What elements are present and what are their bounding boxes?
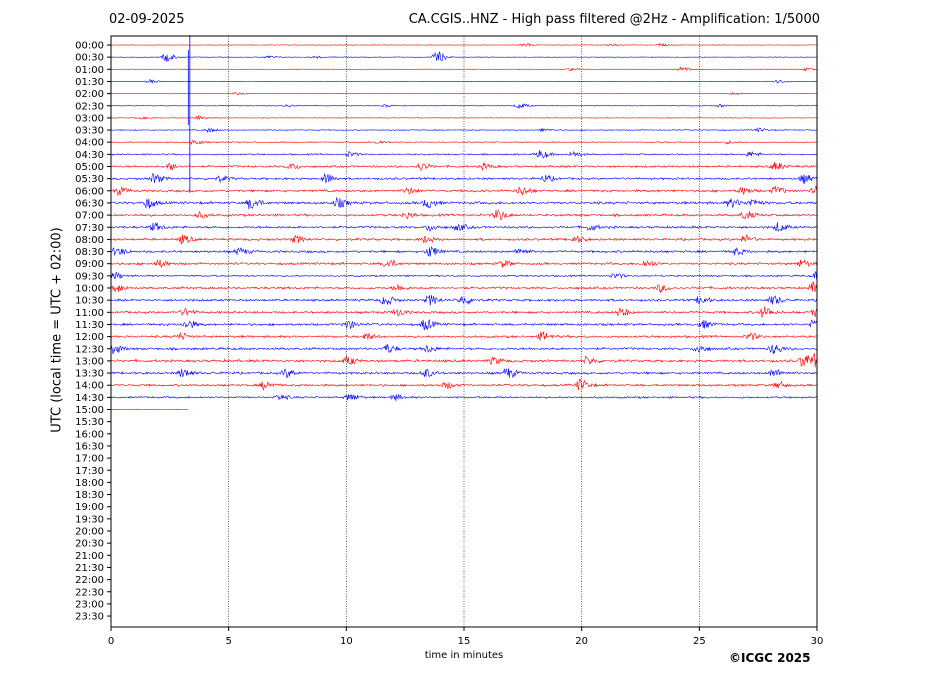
y-tick-label: 01:00 [75, 65, 104, 76]
y-tick-label: 08:00 [75, 235, 104, 246]
y-tick-label: 18:00 [75, 478, 104, 489]
y-tick-label: 17:30 [75, 466, 104, 477]
y-tick-label: 21:00 [75, 551, 104, 562]
grid-layer [228, 36, 700, 627]
y-tick-label: 23:00 [75, 599, 104, 610]
y-tick-label: 18:30 [75, 490, 104, 501]
y-tick-label: 22:00 [75, 575, 104, 586]
y-tick-label: 08:30 [75, 247, 104, 258]
y-tick-label: 13:30 [75, 369, 104, 380]
x-tick-label: 25 [693, 636, 706, 647]
y-tick-label: 02:00 [75, 89, 104, 100]
y-tick-label: 04:00 [75, 138, 104, 149]
y-tick-label: 06:30 [75, 198, 104, 209]
y-tick-label: 10:00 [75, 284, 104, 295]
chart-title: CA.CGIS..HNZ - High pass filtered @2Hz -… [408, 12, 820, 27]
x-tick-label: 30 [811, 636, 824, 647]
trace-0700 [110, 209, 817, 221]
x-axis-label: time in minutes [424, 650, 504, 661]
trace-1300 [110, 353, 817, 368]
trace-0630 [110, 196, 817, 210]
y-axis-label: UTC (local time = UTC + 02:00) [49, 227, 65, 433]
trace-0300 [110, 114, 817, 121]
trace-0930 [110, 271, 817, 280]
y-tick-label: 15:30 [75, 417, 104, 428]
trace-1430 [110, 393, 817, 402]
y-tick-label: 07:00 [75, 211, 104, 222]
x-tick-label: 0 [108, 636, 114, 647]
y-tick-label: 09:30 [75, 271, 104, 282]
y-tick-label: 16:00 [75, 429, 104, 440]
trace-0330 [110, 127, 817, 133]
trace-0400 [110, 139, 817, 145]
y-tick-label: 01:30 [75, 77, 104, 88]
y-tick-label: 05:00 [75, 162, 104, 173]
trace-0230 [110, 103, 817, 109]
x-tick-label: 15 [458, 636, 471, 647]
y-tick-label: 00:00 [75, 41, 104, 52]
y-tick-label: 15:00 [75, 405, 104, 416]
y-tick-label: 19:00 [75, 502, 104, 513]
y-tick-label: 04:30 [75, 150, 104, 161]
copyright-text: ©ICGC 2025 [729, 651, 811, 665]
chart-date: 02-09-2025 [109, 12, 185, 27]
x-tick-label: 20 [575, 636, 588, 647]
y-tick-label: 22:30 [75, 587, 104, 598]
y-tick-label: 06:00 [75, 186, 104, 197]
x-tick-label: 10 [340, 636, 353, 647]
y-tick-label: 05:30 [75, 174, 104, 185]
y-tick-label: 03:30 [75, 126, 104, 137]
y-tick-label: 11:30 [75, 320, 104, 331]
y-tick-label: 14:30 [75, 393, 104, 404]
trace-1400 [110, 378, 817, 391]
y-tick-label: 20:30 [75, 539, 104, 550]
y-tick-label: 11:00 [75, 308, 104, 319]
x-tick-label: 5 [225, 636, 231, 647]
trace-1330 [110, 368, 817, 379]
y-tick-label: 13:00 [75, 356, 104, 367]
axes-layer: 0 5 10 15 20 25 30 00:0000:3001:0001:3002:0002:… [75, 35, 824, 647]
y-tick-label: 20:00 [75, 527, 104, 538]
y-tick-label: 07:30 [75, 223, 104, 234]
trace-0000 [110, 43, 817, 47]
y-tick-label: 10:30 [75, 296, 104, 307]
y-tick-label: 09:00 [75, 259, 104, 270]
y-tick-label: 14:00 [75, 381, 104, 392]
y-tick-label: 02:30 [75, 101, 104, 112]
trace-1500 [110, 408, 189, 411]
trace-1100 [110, 306, 817, 318]
y-tick-label: 16:30 [75, 441, 104, 452]
y-tick-label: 17:00 [75, 454, 104, 465]
y-tick-label: 03:00 [75, 113, 104, 124]
trace-0030 [110, 51, 817, 62]
y-tick-label: 12:00 [75, 332, 104, 343]
y-tick-label: 19:30 [75, 514, 104, 525]
trace-1000 [110, 281, 817, 294]
y-tick-label: 21:30 [75, 563, 104, 574]
y-tick-label: 23:30 [75, 612, 104, 623]
y-tick-label: 00:30 [75, 53, 104, 64]
trace-1030 [110, 295, 817, 306]
y-tick-label: 12:30 [75, 344, 104, 355]
